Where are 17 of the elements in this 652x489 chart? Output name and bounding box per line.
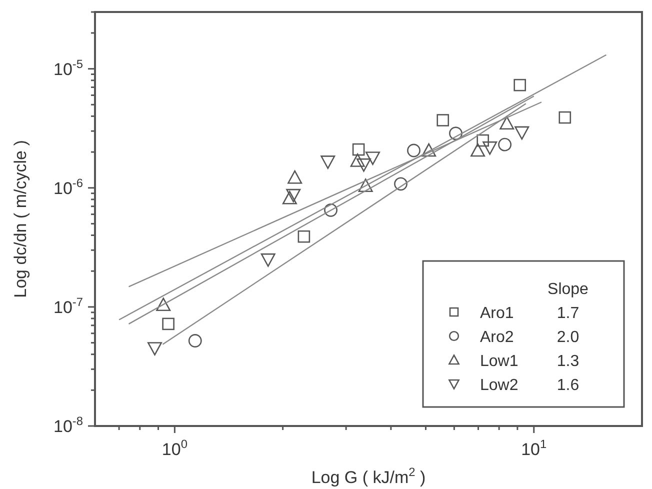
y-tick-label: 10$^{-5}$	[54, 56, 84, 79]
annotation: 1.6	[556, 377, 580, 394]
legend-label: Low2	[480, 377, 518, 394]
y-tick-label: 10$^{-8}$	[54, 414, 84, 436]
x-tick-label: 10$^{0}$	[162, 437, 188, 459]
y-axis-title: Log dc/dn ( m/cycle )	[11, 140, 30, 298]
x-tick-label: 10$^{1}$	[521, 437, 548, 459]
annotation: 1.7	[556, 305, 580, 322]
annotation: 2.0	[556, 329, 580, 346]
y-tick-label: 10$^{-7}$	[54, 294, 84, 317]
legend-label: Aro1	[480, 305, 514, 322]
annotation: 1.3	[556, 353, 580, 370]
legend-title: Slope	[548, 281, 589, 298]
legend-label: Aro2	[480, 329, 514, 346]
legend-label: Low1	[480, 353, 518, 370]
x-axis-title: Log G ( kJ/m$^{2}$ )	[311, 465, 426, 487]
y-tick-label: 10$^{-6}$	[54, 176, 84, 198]
